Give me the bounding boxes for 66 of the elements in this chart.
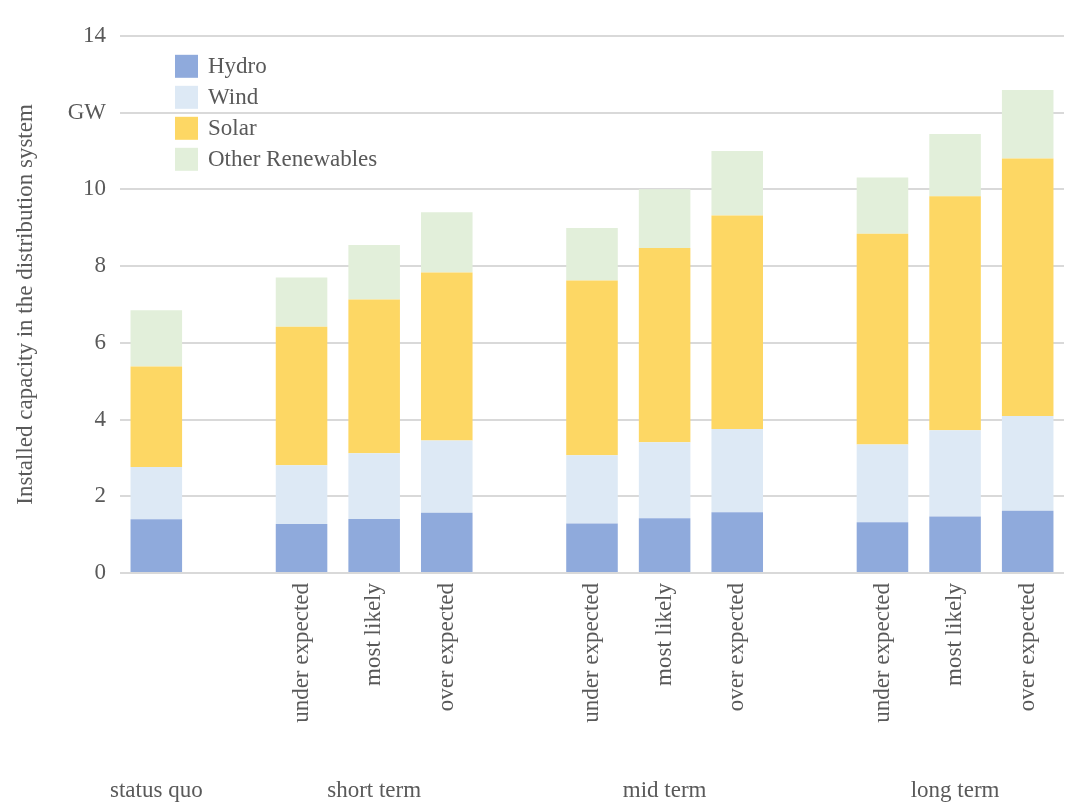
bar — [275, 523, 328, 572]
bar — [348, 518, 400, 572]
bar — [275, 277, 328, 327]
bar — [711, 429, 764, 513]
x-tick-label: most likely — [360, 582, 386, 686]
bar — [856, 522, 909, 572]
x-tick-label: over expected — [723, 582, 749, 712]
y-tick-label: 14 — [83, 21, 107, 47]
y-tick-label: GW — [67, 98, 107, 124]
bar — [929, 196, 981, 431]
bar — [130, 310, 183, 367]
x-tick-label: most likely — [941, 582, 967, 686]
bar — [856, 444, 909, 523]
bar — [1001, 416, 1054, 511]
bar — [130, 366, 183, 468]
y-axis-title: Installed capacity in the distribution system — [11, 104, 37, 505]
bar — [566, 523, 618, 572]
bar — [711, 512, 764, 572]
bar — [275, 326, 328, 466]
bar — [638, 189, 691, 248]
bar — [348, 299, 400, 454]
bar — [711, 150, 764, 216]
bar — [420, 212, 473, 273]
bar — [275, 465, 328, 524]
bar — [1001, 510, 1054, 572]
text: long term — [910, 777, 1000, 803]
legend-label: Other Renewables — [208, 145, 378, 171]
x-tick-label: most likely — [650, 582, 676, 686]
legend-label: Hydro — [208, 52, 267, 78]
text: mid term — [622, 777, 707, 803]
bar — [638, 518, 691, 572]
bar — [566, 280, 618, 456]
bar — [856, 177, 909, 234]
bar — [130, 467, 183, 520]
bar — [130, 519, 183, 572]
bar — [420, 272, 473, 441]
bar — [420, 512, 473, 572]
bar — [929, 516, 981, 572]
y-tick-label: 0 — [94, 559, 106, 585]
bar — [566, 455, 618, 524]
bar — [929, 134, 981, 197]
x-tick-label: under expected — [287, 582, 313, 723]
y-tick-label: 4 — [94, 405, 107, 431]
text: short term — [327, 777, 422, 803]
bar — [638, 442, 691, 519]
x-tick-label: under expected — [578, 582, 604, 723]
x-tick-label: over expected — [432, 582, 458, 712]
x-tick-label: under expected — [868, 582, 894, 723]
bar — [929, 430, 981, 517]
legend-label: Solar — [208, 114, 257, 140]
text: status quo — [109, 777, 203, 803]
legend-label: Wind — [208, 83, 259, 109]
y-tick-label: 8 — [94, 252, 106, 278]
bar — [711, 215, 764, 430]
bar — [348, 244, 400, 300]
y-tick-label: 10 — [83, 175, 106, 201]
y-tick-label: 2 — [94, 482, 106, 508]
bar — [1001, 89, 1054, 159]
bar — [1001, 158, 1054, 417]
bar — [348, 453, 400, 519]
bar — [638, 247, 691, 443]
y-tick-label: 6 — [94, 328, 106, 354]
bar — [420, 440, 473, 513]
x-tick-label: over expected — [1013, 582, 1039, 712]
bar — [566, 228, 618, 281]
bar — [856, 233, 909, 445]
